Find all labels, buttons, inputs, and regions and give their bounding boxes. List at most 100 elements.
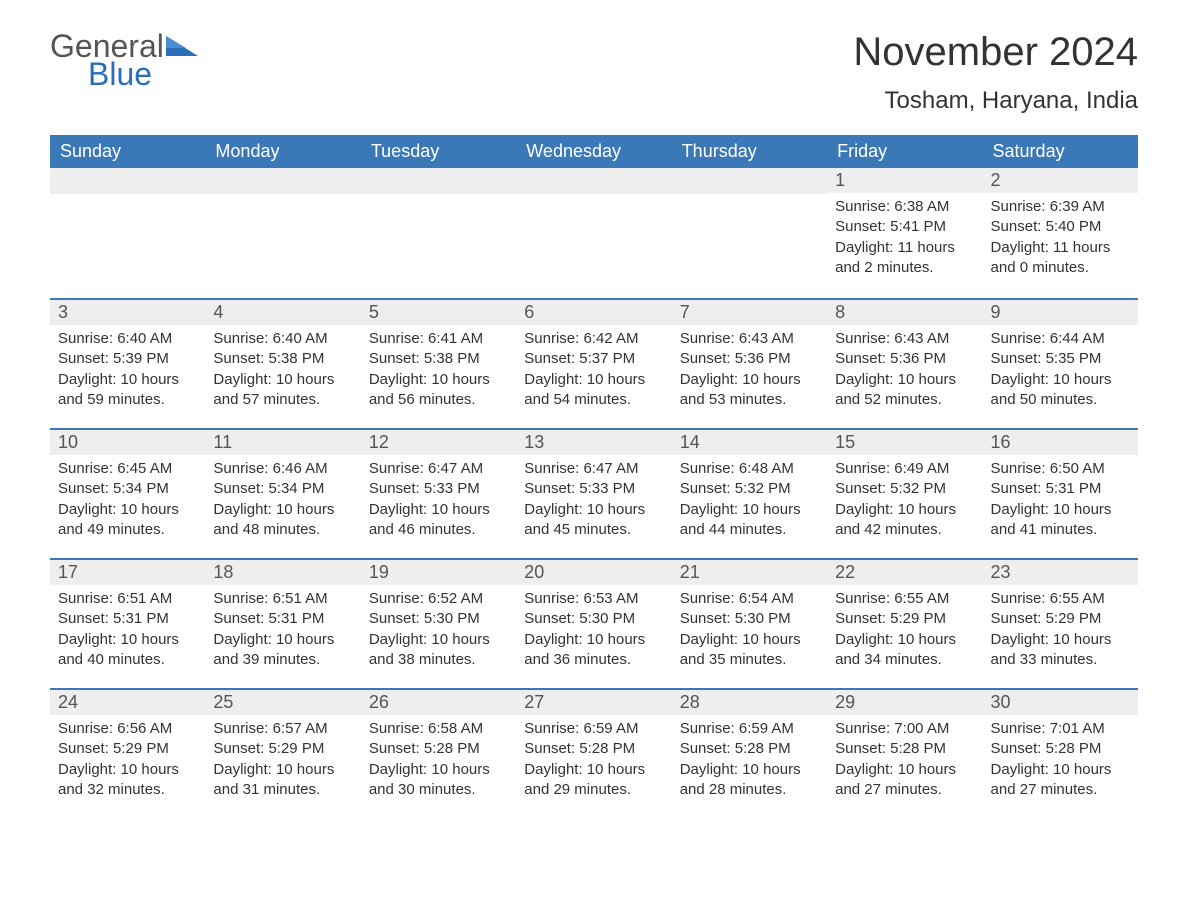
calendar-week-row: 24Sunrise: 6:56 AMSunset: 5:29 PMDayligh… (50, 688, 1138, 818)
empty-day-header (516, 168, 671, 194)
sunset-line: Sunset: 5:32 PM (835, 479, 974, 499)
day-number: 21 (672, 558, 827, 585)
daylight-line: Daylight: 10 hours and 28 minutes. (680, 760, 819, 801)
calendar-cell: 1Sunrise: 6:38 AMSunset: 5:41 PMDaylight… (827, 168, 982, 298)
day-number: 2 (983, 168, 1138, 193)
daylight-line: Daylight: 10 hours and 40 minutes. (58, 630, 197, 671)
day-details: Sunrise: 6:56 AMSunset: 5:29 PMDaylight:… (50, 715, 205, 810)
calendar-cell: 5Sunrise: 6:41 AMSunset: 5:38 PMDaylight… (361, 298, 516, 428)
calendar-cell: 21Sunrise: 6:54 AMSunset: 5:30 PMDayligh… (672, 558, 827, 688)
day-number: 22 (827, 558, 982, 585)
sunrise-line: Sunrise: 6:47 AM (369, 459, 508, 479)
daylight-line: Daylight: 10 hours and 53 minutes. (680, 370, 819, 411)
day-number: 20 (516, 558, 671, 585)
sunrise-line: Sunrise: 6:52 AM (369, 589, 508, 609)
weekday-header: Thursday (672, 135, 827, 168)
day-details: Sunrise: 6:48 AMSunset: 5:32 PMDaylight:… (672, 455, 827, 550)
day-number: 13 (516, 428, 671, 455)
day-number: 11 (205, 428, 360, 455)
daylight-line: Daylight: 10 hours and 35 minutes. (680, 630, 819, 671)
weekday-header: Monday (205, 135, 360, 168)
sunrise-line: Sunrise: 6:43 AM (835, 329, 974, 349)
calendar-cell: 17Sunrise: 6:51 AMSunset: 5:31 PMDayligh… (50, 558, 205, 688)
daylight-line: Daylight: 10 hours and 44 minutes. (680, 500, 819, 541)
sunrise-line: Sunrise: 6:56 AM (58, 719, 197, 739)
sunset-line: Sunset: 5:34 PM (213, 479, 352, 499)
day-number: 10 (50, 428, 205, 455)
sunset-line: Sunset: 5:41 PM (835, 217, 974, 237)
sunrise-line: Sunrise: 6:57 AM (213, 719, 352, 739)
daylight-line: Daylight: 10 hours and 30 minutes. (369, 760, 508, 801)
day-details: Sunrise: 6:42 AMSunset: 5:37 PMDaylight:… (516, 325, 671, 420)
day-details: Sunrise: 6:51 AMSunset: 5:31 PMDaylight:… (205, 585, 360, 680)
sunset-line: Sunset: 5:29 PM (58, 739, 197, 759)
calendar-cell: 20Sunrise: 6:53 AMSunset: 5:30 PMDayligh… (516, 558, 671, 688)
weekday-header: Saturday (983, 135, 1138, 168)
daylight-line: Daylight: 10 hours and 57 minutes. (213, 370, 352, 411)
day-number: 1 (827, 168, 982, 193)
day-details: Sunrise: 6:54 AMSunset: 5:30 PMDaylight:… (672, 585, 827, 680)
day-number: 17 (50, 558, 205, 585)
day-number: 23 (983, 558, 1138, 585)
sunrise-line: Sunrise: 6:45 AM (58, 459, 197, 479)
day-number: 4 (205, 298, 360, 325)
sunset-line: Sunset: 5:37 PM (524, 349, 663, 369)
calendar-week-row: 3Sunrise: 6:40 AMSunset: 5:39 PMDaylight… (50, 298, 1138, 428)
daylight-line: Daylight: 10 hours and 34 minutes. (835, 630, 974, 671)
sunrise-line: Sunrise: 6:40 AM (213, 329, 352, 349)
calendar-cell: 2Sunrise: 6:39 AMSunset: 5:40 PMDaylight… (983, 168, 1138, 298)
day-number: 14 (672, 428, 827, 455)
day-details: Sunrise: 6:45 AMSunset: 5:34 PMDaylight:… (50, 455, 205, 550)
title-block: November 2024 Tosham, Haryana, India (853, 30, 1138, 115)
sunrise-line: Sunrise: 6:54 AM (680, 589, 819, 609)
calendar-cell: 27Sunrise: 6:59 AMSunset: 5:28 PMDayligh… (516, 688, 671, 818)
sunrise-line: Sunrise: 7:00 AM (835, 719, 974, 739)
sunset-line: Sunset: 5:34 PM (58, 479, 197, 499)
sunset-line: Sunset: 5:29 PM (991, 609, 1130, 629)
empty-day-header (50, 168, 205, 194)
day-number: 24 (50, 688, 205, 715)
calendar-cell: 22Sunrise: 6:55 AMSunset: 5:29 PMDayligh… (827, 558, 982, 688)
sunrise-line: Sunrise: 6:49 AM (835, 459, 974, 479)
sunrise-line: Sunrise: 6:58 AM (369, 719, 508, 739)
day-details: Sunrise: 6:58 AMSunset: 5:28 PMDaylight:… (361, 715, 516, 810)
daylight-line: Daylight: 10 hours and 50 minutes. (991, 370, 1130, 411)
day-details: Sunrise: 7:00 AMSunset: 5:28 PMDaylight:… (827, 715, 982, 810)
sunrise-line: Sunrise: 6:46 AM (213, 459, 352, 479)
sunset-line: Sunset: 5:33 PM (369, 479, 508, 499)
daylight-line: Daylight: 10 hours and 45 minutes. (524, 500, 663, 541)
day-details: Sunrise: 6:44 AMSunset: 5:35 PMDaylight:… (983, 325, 1138, 420)
sunrise-line: Sunrise: 6:50 AM (991, 459, 1130, 479)
calendar-cell: 10Sunrise: 6:45 AMSunset: 5:34 PMDayligh… (50, 428, 205, 558)
weekday-header: Tuesday (361, 135, 516, 168)
day-details: Sunrise: 6:39 AMSunset: 5:40 PMDaylight:… (983, 193, 1138, 288)
sunrise-line: Sunrise: 6:47 AM (524, 459, 663, 479)
page-subtitle: Tosham, Haryana, India (853, 87, 1138, 115)
sunrise-line: Sunrise: 6:44 AM (991, 329, 1130, 349)
sunset-line: Sunset: 5:33 PM (524, 479, 663, 499)
sunset-line: Sunset: 5:31 PM (213, 609, 352, 629)
sunset-line: Sunset: 5:38 PM (213, 349, 352, 369)
logo: General Blue (50, 30, 198, 90)
day-details: Sunrise: 6:50 AMSunset: 5:31 PMDaylight:… (983, 455, 1138, 550)
daylight-line: Daylight: 10 hours and 27 minutes. (991, 760, 1130, 801)
sunrise-line: Sunrise: 6:42 AM (524, 329, 663, 349)
day-number: 19 (361, 558, 516, 585)
daylight-line: Daylight: 10 hours and 48 minutes. (213, 500, 352, 541)
day-number: 9 (983, 298, 1138, 325)
weekday-header-row: Sunday Monday Tuesday Wednesday Thursday… (50, 135, 1138, 168)
day-details: Sunrise: 6:38 AMSunset: 5:41 PMDaylight:… (827, 193, 982, 288)
calendar-cell: 28Sunrise: 6:59 AMSunset: 5:28 PMDayligh… (672, 688, 827, 818)
calendar-cell: 19Sunrise: 6:52 AMSunset: 5:30 PMDayligh… (361, 558, 516, 688)
sunset-line: Sunset: 5:30 PM (524, 609, 663, 629)
sunset-line: Sunset: 5:40 PM (991, 217, 1130, 237)
daylight-line: Daylight: 10 hours and 39 minutes. (213, 630, 352, 671)
day-details: Sunrise: 6:52 AMSunset: 5:30 PMDaylight:… (361, 585, 516, 680)
sunset-line: Sunset: 5:30 PM (680, 609, 819, 629)
calendar-cell: 24Sunrise: 6:56 AMSunset: 5:29 PMDayligh… (50, 688, 205, 818)
day-details: Sunrise: 6:55 AMSunset: 5:29 PMDaylight:… (983, 585, 1138, 680)
sunrise-line: Sunrise: 6:51 AM (213, 589, 352, 609)
day-number: 26 (361, 688, 516, 715)
calendar-cell: 6Sunrise: 6:42 AMSunset: 5:37 PMDaylight… (516, 298, 671, 428)
sunrise-line: Sunrise: 6:53 AM (524, 589, 663, 609)
